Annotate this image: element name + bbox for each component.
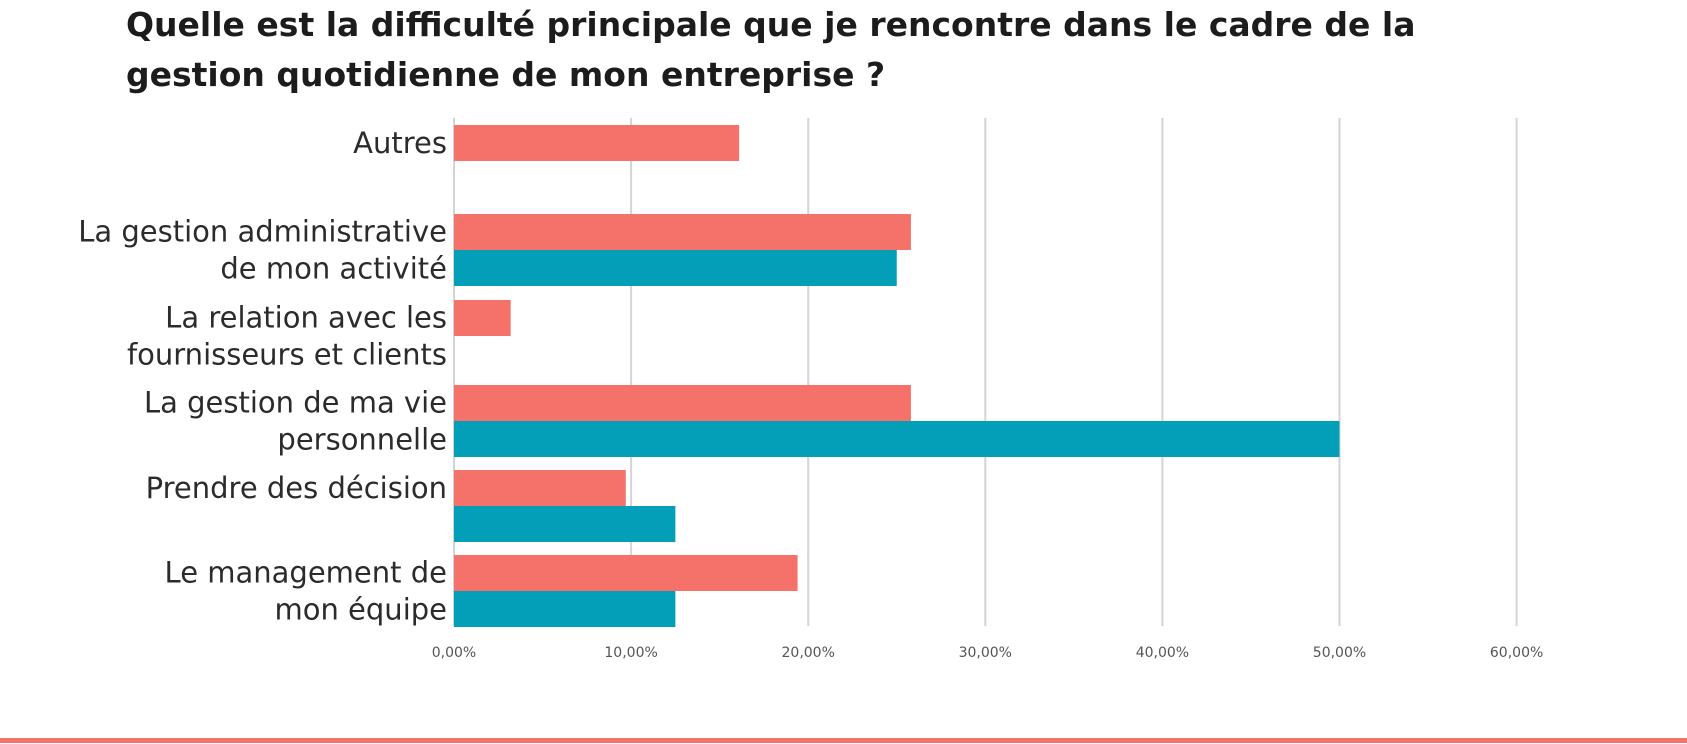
category-label: fournisseurs et clients	[127, 338, 447, 372]
bottom-divider	[0, 738, 1687, 743]
x-tick-label: 10,00%	[604, 645, 657, 661]
bar	[454, 125, 740, 161]
x-tick-label: 60,00%	[1490, 645, 1543, 661]
x-tick-label: 30,00%	[959, 645, 1012, 661]
grid-lines	[453, 118, 1518, 626]
bar	[454, 555, 798, 591]
chart-title: Quelle est la difficulté principale que …	[126, 5, 1416, 94]
bar	[454, 506, 676, 542]
x-tick-label: 50,00%	[1313, 645, 1366, 661]
bar	[454, 214, 911, 250]
category-label: Autres	[353, 126, 447, 160]
category-label: Le management de	[165, 556, 447, 590]
category-label: La gestion administrative	[78, 215, 447, 249]
category-label: personnelle	[277, 423, 447, 457]
bars	[454, 125, 1340, 627]
bar	[454, 591, 676, 627]
category-label: Prendre des décision	[146, 471, 447, 505]
bar	[454, 470, 626, 506]
bar	[454, 250, 897, 286]
category-label: de mon activité	[220, 252, 447, 286]
category-label: mon équipe	[274, 593, 447, 627]
x-tick-label: 0,00%	[432, 645, 476, 661]
bar	[454, 421, 1340, 457]
x-tick-label: 40,00%	[1136, 645, 1189, 661]
x-tick-label: 20,00%	[782, 645, 835, 661]
bar	[454, 385, 911, 421]
bar	[454, 300, 511, 336]
category-label: La gestion de ma vie	[144, 386, 447, 420]
x-tick-labels: 0,00% 10,00% 20,00% 30,00% 40,00% 50,00% 60,00…	[432, 645, 1544, 661]
category-label: La relation avec les	[165, 301, 447, 335]
